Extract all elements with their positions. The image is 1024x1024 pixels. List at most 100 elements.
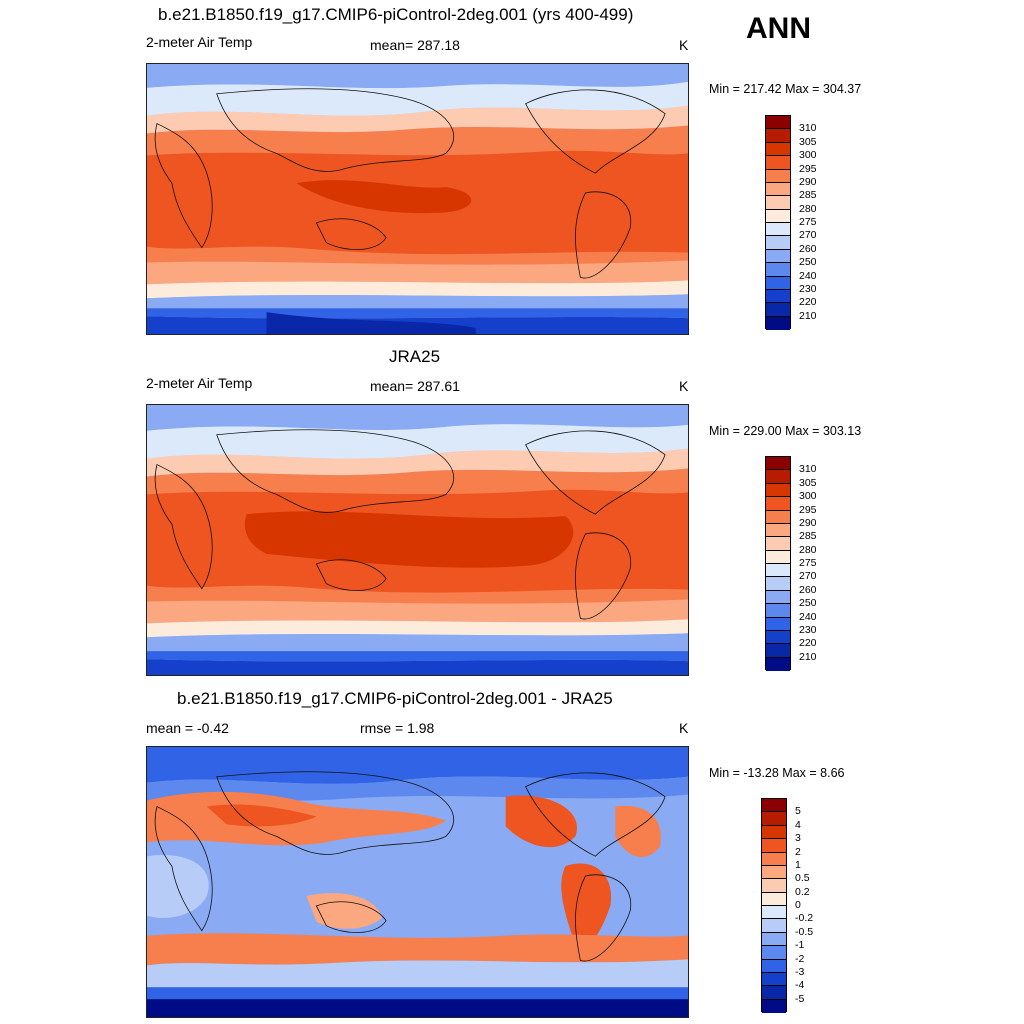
colorbar-segment [766,196,790,210]
colorbar-tick-label: 260 [799,242,817,255]
colorbar-segment [766,550,790,564]
colorbar-segment [766,223,790,237]
colorbar-tick-label: 305 [799,476,817,489]
colorbar-segment [762,946,786,960]
colorbar-segment [766,236,790,250]
colorbar-tick-label: 2 [795,845,801,858]
colorbar-segment [762,839,786,853]
colorbar-segment [766,604,790,618]
panel2-minmax-label: Min = 229.00 Max = 303.13 [709,424,862,438]
colorbar-segment [762,919,786,933]
colorbar-tick-label: 230 [799,623,817,636]
colorbar-tick-label: -2 [795,952,805,965]
colorbar-segment [766,657,790,671]
panel3-contour-field [147,747,688,1017]
panel1-colorbar [765,115,791,330]
panel1-contour-field [147,64,688,334]
colorbar-tick-label: 220 [799,637,817,650]
colorbar-tick-label: 1 [795,858,801,871]
colorbar-tick-label: 280 [799,543,817,556]
colorbar-segment [762,812,786,826]
colorbar-tick-label: 250 [799,256,817,269]
colorbar-tick-label: -0.2 [795,912,814,925]
colorbar-segment [762,986,786,1000]
colorbar-tick-label: 270 [799,229,817,242]
panel1-minmax-label: Min = 217.42 Max = 304.37 [709,82,862,96]
panel2-contour-field [147,405,688,675]
colorbar-tick-label: 275 [799,216,817,228]
panel2-mean-label: mean= 287.61 [370,378,460,394]
colorbar-tick-label: -1 [795,939,805,952]
colorbar-segment [766,577,790,591]
colorbar-segment [766,470,790,484]
colorbar-tick-label: 270 [799,570,817,583]
panel2-variable-label: 2-meter Air Temp [146,375,253,391]
colorbar-segment [766,497,790,511]
colorbar-tick-label: 275 [799,557,817,569]
colorbar-segment [762,972,786,987]
colorbar-tick-label: 290 [799,516,817,529]
colorbar-segment [766,630,790,645]
panel3-units-label: K [679,720,689,736]
colorbar-segment [766,537,790,551]
colorbar-tick-label: -3 [795,965,805,978]
colorbar-tick-label: 295 [799,162,817,175]
colorbar-segment [766,129,790,143]
colorbar-tick-label: 300 [799,490,817,503]
colorbar-tick-label: 240 [799,269,817,282]
colorbar-segment [766,617,790,631]
panel2-title: JRA25 [389,347,441,366]
colorbar-segment [766,182,790,197]
colorbar-tick-label: 310 [799,463,817,476]
colorbar-segment [766,276,790,290]
colorbar-tick-label: 0 [795,899,801,911]
colorbar-segment [762,865,786,880]
colorbar-tick-label: -5 [795,992,805,1005]
colorbar-tick-label: -0.5 [795,925,814,938]
colorbar-tick-label: 250 [799,597,817,610]
panel1-title: b.e21.B1850.f19_g17.CMIP6-piControl-2deg… [158,5,634,24]
colorbar-tick-label: 300 [799,149,817,162]
colorbar-segment [766,316,790,330]
colorbar-tick-label: 220 [799,296,817,309]
panel1-units-label: K [679,37,689,53]
colorbar-segment [762,932,786,947]
colorbar-tick-label: 310 [799,122,817,135]
colorbar-segment [766,169,790,183]
panel3-map [146,746,689,1018]
panel1-variable-label: 2-meter Air Temp [146,34,253,50]
colorbar-segment [766,249,790,264]
colorbar-segment [762,799,786,813]
colorbar-segment [766,457,790,471]
colorbar-tick-label: 305 [799,135,817,148]
colorbar-segment [762,959,786,973]
panel3-title: b.e21.B1850.f19_g17.CMIP6-piControl-2deg… [177,689,613,708]
colorbar-tick-label: 3 [795,832,801,845]
panel1-map [146,63,689,335]
colorbar-segment [762,999,786,1013]
panel3-colorbar [761,798,787,1013]
colorbar-segment [762,879,786,893]
colorbar-tick-label: -4 [795,979,805,992]
colorbar-tick-label: 260 [799,583,817,596]
panel2-map [146,404,689,676]
colorbar-segment [766,142,790,157]
panel2-colorbar [765,456,791,671]
colorbar-segment [762,906,786,920]
colorbar-tick-label: 230 [799,282,817,295]
colorbar-segment [766,510,790,524]
panel3-mean-label: mean = -0.42 [146,720,229,736]
colorbar-segment [766,289,790,304]
colorbar-tick-label: 4 [795,818,801,831]
panel3-rmse-label: rmse = 1.98 [360,720,435,736]
colorbar-segment [766,483,790,498]
panel1-mean-label: mean= 287.18 [370,37,460,53]
colorbar-tick-label: 210 [799,650,817,663]
colorbar-tick-label: 280 [799,202,817,215]
season-label: ANN [746,12,811,45]
colorbar-segment [766,209,790,223]
colorbar-segment [766,116,790,130]
colorbar-tick-label: 290 [799,175,817,188]
colorbar-tick-label: 0.5 [795,872,810,885]
colorbar-segment [766,564,790,578]
